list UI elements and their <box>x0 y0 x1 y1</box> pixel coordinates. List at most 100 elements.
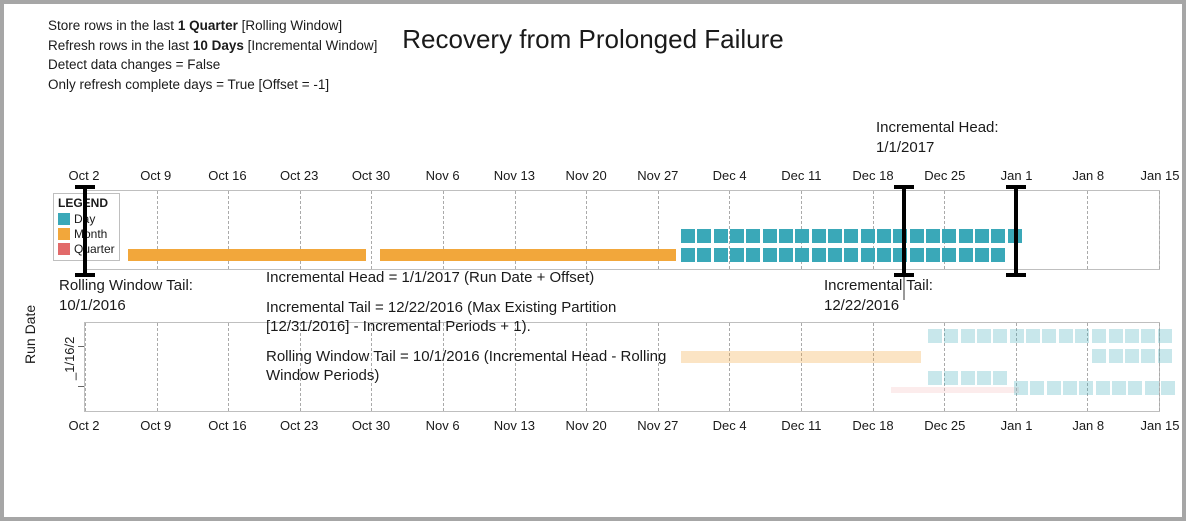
day-block <box>795 229 809 243</box>
day-block-faded <box>944 371 958 385</box>
y-axis-label: Run Date <box>22 305 38 364</box>
day-block-faded <box>1014 381 1028 395</box>
chart-area: Oct 2Oct 9Oct 16Oct 23Oct 30Nov 6Nov 13N… <box>84 168 1160 436</box>
legend-label-month: Month <box>74 227 107 241</box>
day-block <box>959 229 973 243</box>
month-bar-faded <box>681 351 921 363</box>
day-block <box>991 248 1005 262</box>
day-block <box>975 229 989 243</box>
day-block <box>877 229 891 243</box>
day-block-faded <box>1092 349 1106 363</box>
day-block <box>714 229 728 243</box>
legend-swatch-month <box>58 228 70 240</box>
day-block <box>926 248 940 262</box>
day-block <box>730 248 744 262</box>
date-label: Oct 2 <box>68 418 99 433</box>
config-line3: Detect data changes = False <box>48 55 377 75</box>
explanatory-notes: Incremental Head = 1/1/2017 (Run Date + … <box>266 268 696 386</box>
date-label: Oct 30 <box>352 418 390 433</box>
day-block-faded <box>1092 329 1106 343</box>
date-label: Nov 20 <box>566 168 607 183</box>
day-block <box>714 248 728 262</box>
bottom-date-axis: Oct 2Oct 9Oct 16Oct 23Oct 30Nov 6Nov 13N… <box>84 418 1160 436</box>
day-block-faded <box>1047 381 1061 395</box>
day-block <box>779 229 793 243</box>
day-block <box>975 248 989 262</box>
date-label: Dec 18 <box>852 168 893 183</box>
day-block <box>861 248 875 262</box>
day-block-faded <box>928 371 942 385</box>
day-block <box>779 248 793 262</box>
date-label: Nov 6 <box>426 168 460 183</box>
day-block-faded <box>1128 381 1142 395</box>
day-block <box>697 248 711 262</box>
day-block <box>828 248 842 262</box>
day-block-faded <box>993 371 1007 385</box>
note-tail: Incremental Tail = 12/22/2016 (Max Exist… <box>266 298 696 337</box>
note-rolling: Rolling Window Tail = 10/1/2016 (Increme… <box>266 347 696 386</box>
date-label: Dec 25 <box>924 168 965 183</box>
day-block-faded <box>944 329 958 343</box>
day-block-faded <box>1141 349 1155 363</box>
date-label: Nov 6 <box>426 418 460 433</box>
day-block <box>844 229 858 243</box>
date-label: Dec 4 <box>713 168 747 183</box>
month-bar <box>380 249 675 261</box>
date-label: Oct 16 <box>208 418 246 433</box>
day-block-faded <box>1010 329 1024 343</box>
date-label: Jan 8 <box>1072 168 1104 183</box>
date-label: Oct 9 <box>140 418 171 433</box>
date-label: Oct 2 <box>68 168 99 183</box>
day-block <box>681 248 695 262</box>
day-block <box>991 229 1005 243</box>
date-label: Jan 15 <box>1140 168 1179 183</box>
date-label: Oct 16 <box>208 168 246 183</box>
day-block-faded <box>1141 329 1155 343</box>
day-block <box>942 248 956 262</box>
day-block <box>844 248 858 262</box>
day-block <box>828 229 842 243</box>
day-block <box>746 248 760 262</box>
config-line2-bold: 10 Days <box>193 38 244 53</box>
date-label: Nov 13 <box>494 418 535 433</box>
incremental-head-label: Incremental Head: 1/1/2017 <box>876 118 999 157</box>
day-block-faded <box>1161 381 1175 395</box>
legend-label-quarter: Quarter <box>74 242 115 256</box>
day-block-faded <box>977 371 991 385</box>
config-block: Store rows in the last 1 Quarter [Rollin… <box>48 16 377 94</box>
date-label: Oct 23 <box>280 418 318 433</box>
date-label: Oct 30 <box>352 168 390 183</box>
date-label: Nov 20 <box>566 418 607 433</box>
legend-swatch-day <box>58 213 70 225</box>
day-block <box>681 229 695 243</box>
day-block-faded <box>1145 381 1159 395</box>
day-block <box>910 229 924 243</box>
rolling-tail-label: Rolling Window Tail: 10/1/2016 <box>59 276 193 315</box>
date-label: Nov 27 <box>637 418 678 433</box>
day-block-faded <box>1158 329 1172 343</box>
day-block <box>812 229 826 243</box>
day-block-faded <box>1109 349 1123 363</box>
day-block-faded <box>1112 381 1126 395</box>
diagram-frame: Recovery from Prolonged Failure Store ro… <box>0 0 1186 521</box>
quarter-bar-faded <box>891 387 1020 393</box>
day-block-faded <box>1096 381 1110 395</box>
date-label: Dec 18 <box>852 418 893 433</box>
day-block-faded <box>1063 381 1077 395</box>
date-label: Jan 8 <box>1072 418 1104 433</box>
day-block-faded <box>1075 329 1089 343</box>
day-block <box>942 229 956 243</box>
note-head: Incremental Head = 1/1/2017 (Run Date + … <box>266 268 696 288</box>
day-block <box>697 229 711 243</box>
day-block <box>795 248 809 262</box>
day-block <box>926 229 940 243</box>
day-block-faded <box>1026 329 1040 343</box>
day-block-faded <box>1059 329 1073 343</box>
day-block <box>959 248 973 262</box>
date-label: Jan 1 <box>1001 168 1033 183</box>
date-label: Dec 4 <box>713 418 747 433</box>
date-label: Dec 11 <box>781 418 821 433</box>
day-block <box>812 248 826 262</box>
config-line1-pre: Store rows in the last <box>48 18 178 33</box>
timeline-band-1: LEGEND Day Month Quarter <box>84 190 1160 270</box>
